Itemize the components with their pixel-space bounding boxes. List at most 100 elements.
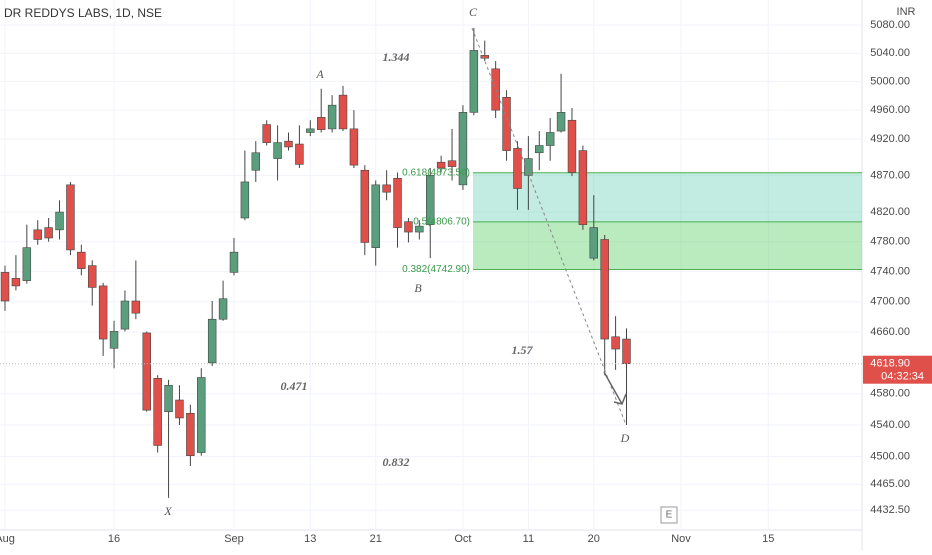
fib-label: 0.5(4806.70) — [413, 217, 470, 228]
candle-body — [55, 211, 64, 231]
pattern-point-label: A — [315, 67, 324, 81]
y-tick-label: 4780.00 — [870, 236, 910, 248]
x-tick-label: 15 — [762, 533, 774, 545]
pattern-point-label: C — [469, 5, 478, 19]
candle-body — [502, 96, 511, 151]
pattern-point-label: B — [414, 281, 422, 295]
y-tick-label: 4740.00 — [870, 266, 910, 278]
candle-body — [611, 336, 620, 350]
candle-body — [404, 221, 413, 233]
candle-body — [447, 160, 457, 167]
x-tick-label: 11 — [523, 533, 534, 545]
candle-body — [164, 384, 173, 413]
y-tick-label: 4500.00 — [870, 450, 910, 462]
candle-body — [229, 251, 239, 273]
candle-body — [218, 298, 228, 320]
candle-body — [382, 184, 391, 193]
fib-label: 0.618(4873.50) — [402, 167, 470, 178]
x-tick-label: Sep — [224, 533, 244, 545]
candle-body — [207, 318, 217, 364]
candle-body — [567, 119, 577, 173]
x-tick-label: Nov — [671, 533, 691, 545]
candle-body — [578, 150, 588, 225]
candle-body — [480, 55, 489, 59]
candle-body — [513, 148, 522, 189]
y-tick-label: 4465.00 — [870, 478, 910, 490]
pattern-point-label: D — [620, 431, 630, 445]
event-badge-label[interactable]: E — [666, 510, 673, 521]
candle-body — [360, 169, 370, 243]
candle-body — [0, 272, 10, 302]
candle-body — [44, 227, 53, 239]
candle-body — [458, 112, 468, 186]
last-price-label: 4618.90 — [870, 358, 910, 370]
candle-body — [262, 124, 271, 143]
candle-body — [66, 184, 75, 251]
candle-body — [131, 300, 141, 314]
y-tick-label: 4580.00 — [870, 388, 910, 400]
y-tick-label: 5080.00 — [870, 19, 910, 31]
x-tick-label: 20 — [588, 533, 600, 545]
candle-body — [77, 251, 86, 269]
candle-body — [371, 184, 380, 248]
fib-label: 0.382(4742.90) — [402, 264, 470, 275]
candle-body — [88, 265, 97, 288]
currency: INR — [897, 6, 916, 18]
x-tick-label: 13 — [304, 533, 316, 545]
y-tick-label: 4870.00 — [870, 169, 910, 181]
labels: 0.618(4873.50) 0.5(4806.70) 0.382(4742.90)… — [163, 5, 629, 518]
candle-body — [120, 300, 130, 330]
candle-body — [622, 338, 631, 365]
y-tick-label: 4432.50 — [870, 504, 910, 516]
x-tick-label: Oct — [454, 533, 471, 545]
candle-body — [327, 104, 337, 130]
last-price-tag — [863, 355, 932, 384]
candle-body — [197, 377, 206, 453]
candle-body — [22, 247, 32, 281]
candle-body — [142, 332, 151, 411]
event-badge[interactable] — [660, 506, 678, 524]
x-tick-label: 21 — [370, 533, 382, 545]
countdown-label: 04:32:34 — [881, 371, 924, 383]
y-tick-label: 5000.00 — [870, 76, 910, 88]
pattern-arrow — [603, 371, 627, 405]
pattern-ratio-label: 0.832 — [383, 455, 410, 469]
candle-body — [393, 177, 402, 228]
fib-zone — [473, 221, 862, 270]
candle-body — [415, 225, 424, 233]
candle-body — [316, 117, 326, 130]
y-tick-label: 5040.00 — [870, 47, 910, 59]
y-tick-label: 4700.00 — [870, 296, 910, 308]
y-tick-label: 4820.00 — [870, 206, 910, 218]
candle-body — [251, 152, 261, 171]
pattern-ratio-label: 1.57 — [512, 343, 534, 357]
candle-body — [153, 377, 162, 446]
candle-body — [175, 399, 184, 419]
fib-zones — [473, 172, 862, 270]
candle-body — [349, 128, 359, 166]
candle-body — [306, 128, 315, 133]
x-tick-label: Aug — [0, 533, 15, 545]
x-tick-label: 16 — [108, 533, 120, 545]
candle-body — [469, 50, 479, 113]
pattern-point-label: X — [163, 504, 172, 518]
candle-body — [284, 140, 293, 148]
y-tick-label: 4540.00 — [870, 419, 910, 431]
y-tick-label: 4920.00 — [870, 133, 910, 145]
candle-body — [338, 94, 348, 130]
candle-body — [11, 278, 21, 287]
y-tick-label: 4960.00 — [870, 104, 910, 116]
candle-body — [436, 161, 446, 169]
candle-body — [600, 239, 609, 340]
candles — [0, 27, 631, 498]
candle-body — [556, 112, 566, 132]
candle-body — [524, 158, 533, 176]
candle-body — [491, 68, 500, 111]
candle-body — [295, 143, 304, 165]
candle-body — [426, 175, 435, 225]
pattern-ratio-label: 1.344 — [383, 50, 410, 64]
y-tick-label: 4660.00 — [870, 326, 910, 338]
grid — [0, 0, 862, 530]
